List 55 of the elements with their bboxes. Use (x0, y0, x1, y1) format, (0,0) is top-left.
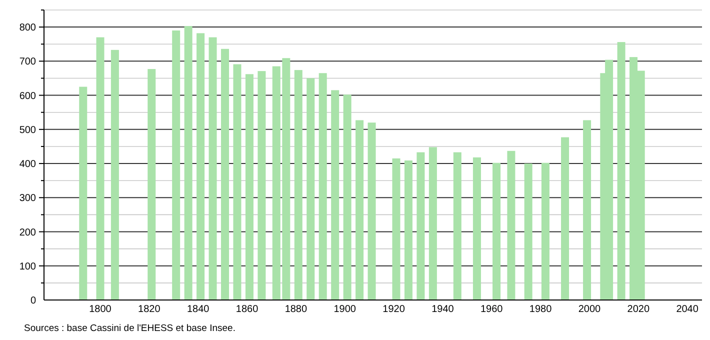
bar (318, 73, 327, 300)
bar (184, 26, 192, 300)
x-tick-label: 2000 (578, 304, 602, 315)
bar (617, 42, 626, 300)
bar (96, 37, 104, 300)
bar (472, 157, 481, 300)
y-tick-label: 600 (19, 90, 36, 102)
y-tick-label: 100 (19, 261, 36, 272)
bar (392, 158, 400, 300)
bar (561, 137, 570, 300)
bar (356, 120, 364, 300)
bar (331, 90, 340, 300)
y-tick-label: 400 (19, 159, 36, 170)
y-tick-label: 700 (19, 56, 36, 68)
bar (492, 162, 501, 300)
x-tick-label: 1900 (334, 304, 356, 315)
bar (541, 162, 550, 300)
x-tick-label: 1860 (236, 304, 259, 315)
bar (453, 152, 462, 300)
x-tick-label: 2040 (676, 304, 699, 315)
bar (221, 48, 230, 300)
source-note: Sources : base Cassini de l'EHESS et base Insee. (24, 323, 236, 334)
bar (343, 94, 352, 300)
bar (368, 122, 376, 300)
x-tick-label: 1980 (529, 304, 552, 315)
bar (428, 147, 437, 300)
y-tick-label: 200 (19, 227, 36, 238)
x-tick-label: 1820 (138, 304, 161, 315)
bar (245, 74, 254, 300)
bar (196, 33, 205, 300)
bar (524, 164, 532, 300)
bar (294, 70, 302, 300)
bar (258, 71, 266, 300)
bar (208, 37, 217, 300)
bar (583, 120, 592, 300)
bar (233, 64, 242, 300)
bar (404, 160, 412, 300)
x-tick-label: 2020 (627, 304, 650, 315)
y-tick-label: 800 (19, 22, 36, 34)
bar (79, 86, 88, 300)
bar (306, 78, 315, 300)
y-tick-label: 0 (30, 296, 36, 306)
bar (110, 50, 119, 300)
x-tick-label: 1840 (186, 304, 210, 315)
x-tick-label: 1920 (382, 304, 406, 315)
x-tick-label: 1940 (432, 304, 454, 315)
y-tick-label: 500 (19, 124, 36, 136)
x-tick-label: 1800 (89, 304, 112, 315)
y-tick-label: 300 (19, 193, 36, 204)
x-tick-label: 1880 (284, 304, 308, 315)
bar (148, 69, 156, 300)
bar (507, 150, 516, 300)
x-tick-label: 1960 (480, 304, 504, 315)
bar (172, 30, 180, 300)
bar (416, 152, 425, 300)
